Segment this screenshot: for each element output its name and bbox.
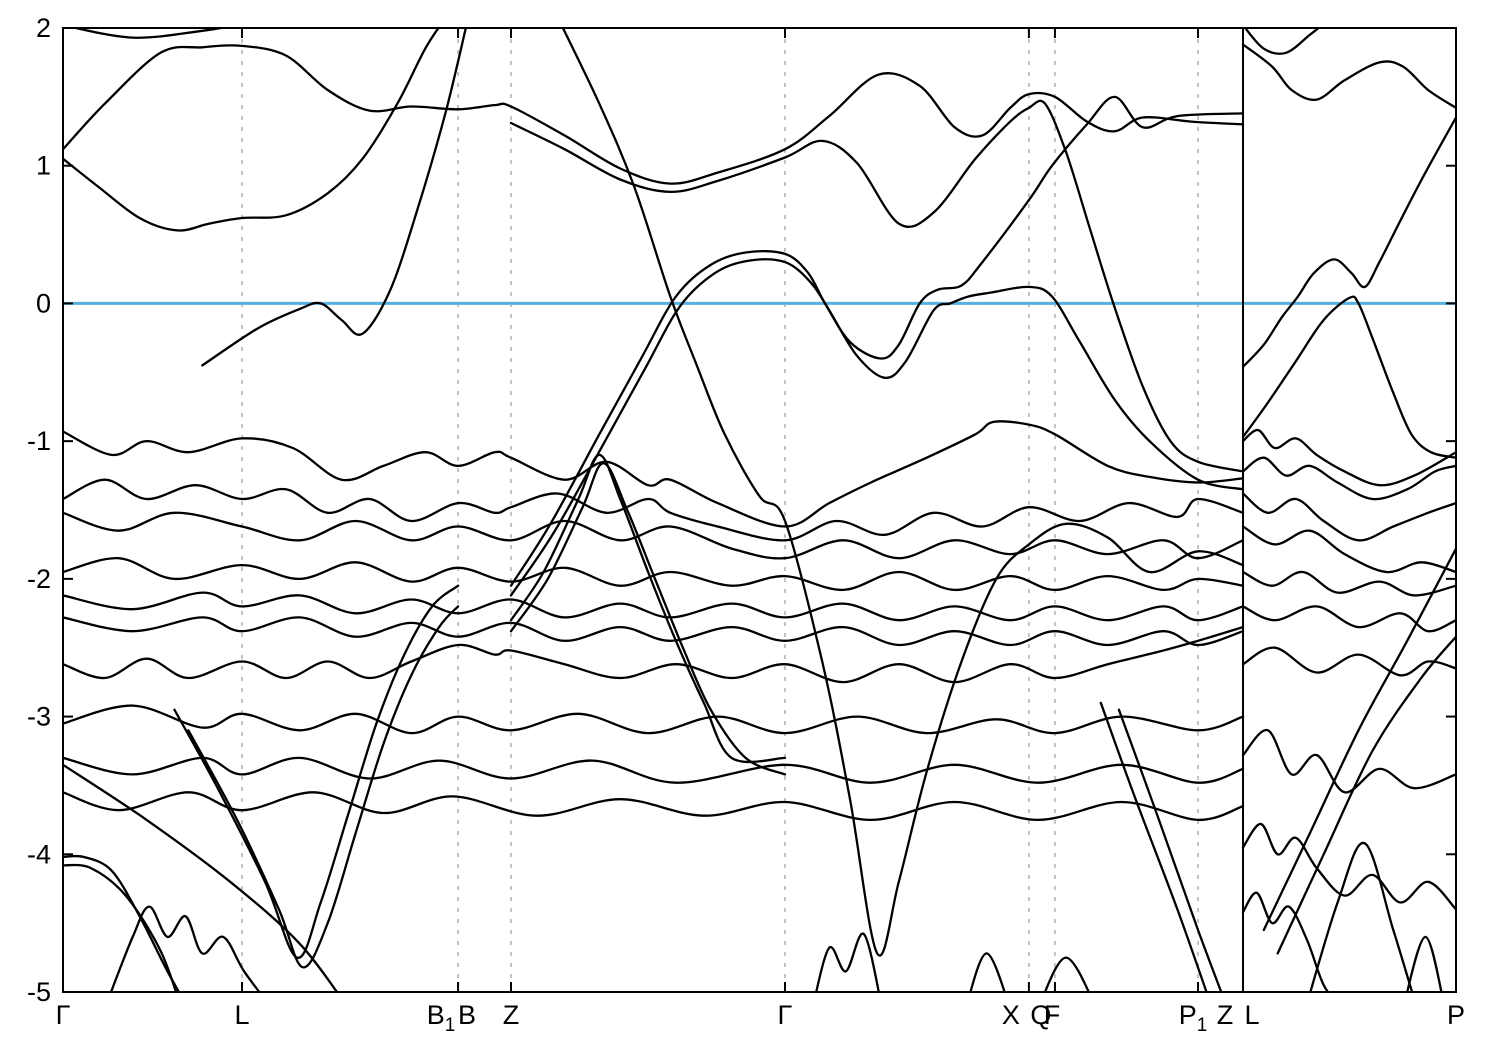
band-line — [1241, 525, 1456, 574]
band-line — [1241, 428, 1456, 487]
kpoint-label: F — [1044, 1000, 1061, 1030]
band-line — [63, 420, 1245, 528]
band-line — [63, 511, 1245, 560]
y-tick-label: -3 — [27, 702, 51, 732]
kpoint-label-subscript: 1 — [1197, 1015, 1208, 1036]
band-line — [63, 625, 1245, 684]
y-tick-label: 0 — [36, 288, 51, 318]
band-line — [1406, 935, 1443, 992]
band-line — [1241, 456, 1456, 501]
kpoint-label: Z — [1217, 1000, 1234, 1030]
band-line — [109, 905, 261, 992]
kpoint-label-subscript: 1 — [445, 1015, 456, 1036]
y-tick-label: -4 — [27, 839, 51, 869]
band-line — [509, 453, 787, 764]
y-tick-label: -1 — [27, 426, 51, 456]
band-line — [1309, 842, 1414, 992]
y-tick-label: -5 — [27, 977, 51, 1007]
kpoint-label: B — [458, 1000, 476, 1030]
band-line — [1241, 891, 1330, 992]
kpoint-label: P1 — [1179, 1000, 1208, 1036]
band-line — [1241, 295, 1456, 459]
plot-border — [62, 27, 1457, 993]
band-line — [1243, 28, 1321, 55]
band-line — [63, 756, 1245, 784]
kpoint-label: L — [234, 1000, 249, 1030]
band-line — [815, 932, 880, 992]
band-line — [63, 478, 1245, 542]
band-line — [63, 791, 1245, 822]
band-line — [63, 704, 1245, 735]
band-line — [187, 605, 460, 969]
band-line — [1241, 116, 1456, 368]
band-line — [509, 95, 1245, 587]
band-line — [63, 763, 339, 992]
band-line — [63, 557, 1245, 592]
y-tick-label: 2 — [36, 13, 51, 43]
band-line — [1276, 635, 1456, 955]
band-line — [173, 584, 460, 959]
band-line — [63, 616, 1245, 647]
band-line — [1241, 43, 1456, 110]
band-line — [1241, 822, 1456, 911]
kpoint-label: Γ — [778, 1000, 793, 1030]
band-line — [1241, 605, 1456, 633]
band-line — [509, 258, 1245, 597]
band-line — [1241, 492, 1456, 542]
band-line — [509, 462, 787, 776]
band-line — [201, 28, 467, 367]
kpoint-label: Z — [503, 1000, 520, 1030]
bands-group — [63, 28, 1456, 992]
kpoint-label: L — [1244, 1000, 1259, 1030]
band-line — [969, 952, 1006, 992]
band-line — [1241, 646, 1456, 677]
y-tick-label: 1 — [36, 151, 51, 181]
band-line — [509, 99, 1245, 473]
band-line — [63, 863, 178, 992]
band-line — [1099, 701, 1208, 992]
band-line — [561, 28, 1245, 957]
band-line — [63, 44, 1245, 185]
band-line — [1117, 708, 1223, 992]
band-line — [1262, 547, 1456, 932]
kpoint-label: P — [1447, 1000, 1465, 1030]
y-tick-label: -2 — [27, 564, 51, 594]
kpoint-label: X — [1002, 1000, 1020, 1030]
band-line — [70, 28, 228, 39]
band-line — [1241, 570, 1456, 597]
band-line — [63, 28, 440, 232]
kpoint-label: B1 — [427, 1000, 456, 1036]
band-line — [1043, 956, 1091, 992]
band-line — [1241, 729, 1456, 794]
kpoint-label: Q — [1030, 1000, 1051, 1030]
kpoint-label: Γ — [56, 1000, 71, 1030]
